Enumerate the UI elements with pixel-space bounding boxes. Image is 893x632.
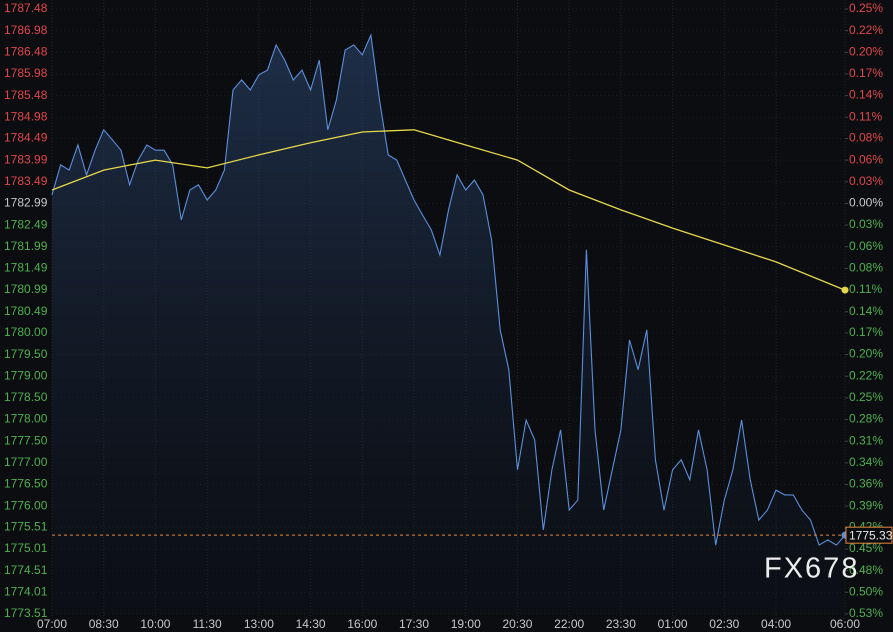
y-tick-label: 1774.51	[4, 563, 48, 577]
x-tick-label: 17:30	[399, 617, 429, 631]
last-price-box	[845, 526, 893, 544]
y-tick-label: 1784.98	[4, 109, 48, 123]
y-tick-label: 1780.00	[4, 325, 48, 339]
y2-tick-label: 0.45%	[849, 541, 883, 555]
line	[51, 32, 846, 546]
y2-tick-label: 0.11%	[849, 282, 882, 296]
y-tick-label: 1774.01	[4, 585, 48, 599]
y-tick-label: 1777.50	[4, 433, 48, 447]
y2-tick-label: 0.31%	[849, 433, 883, 447]
y-tick-label: 1785.98	[4, 66, 48, 80]
y2-tick-label: 0.14%	[849, 304, 883, 318]
y-tick-label: 1775.01	[4, 541, 48, 555]
y-tick-label: 1783.49	[4, 174, 48, 188]
x-tick-label: 06:00	[830, 617, 860, 631]
end-dot	[841, 286, 849, 294]
y2-tick-label: 0.22%	[849, 23, 883, 37]
y2-tick-label: 0.03%	[849, 217, 883, 231]
line	[51, 129, 846, 291]
y-tick-label: 1786.48	[4, 44, 48, 58]
y-tick-label: 1777.00	[4, 455, 48, 469]
x-tick-label: 20:30	[502, 617, 532, 631]
y2-tick-label: 0.36%	[849, 477, 883, 491]
area	[52, 35, 845, 614]
y2-tick-label: 0.00%	[849, 196, 883, 210]
x-tick-label: 08:30	[89, 617, 119, 631]
y-tick-label: 1785.48	[4, 88, 48, 102]
y-tick-label: 1781.49	[4, 261, 48, 275]
y-tick-label: 1779.00	[4, 368, 48, 382]
y-tick-label: 1773.51	[4, 606, 48, 620]
y-tick-label: 1781.99	[4, 239, 48, 253]
x-tick-label: 01:00	[658, 617, 688, 631]
y-tick-label: 1784.49	[4, 131, 48, 145]
x-tick-label: 13:00	[244, 617, 274, 631]
x-tick-label: 16:00	[347, 617, 377, 631]
y2-tick-label: 0.48%	[849, 563, 883, 577]
y-tick-label: 1782.49	[4, 217, 48, 231]
x-tick-label: 23:30	[606, 617, 636, 631]
y2-tick-label: 0.22%	[849, 368, 883, 382]
y2-tick-label: 0.39%	[849, 498, 883, 512]
y2-tick-label: 0.17%	[849, 325, 883, 339]
y-tick-label: 1786.98	[4, 23, 48, 37]
last-price-label: 1775.33	[849, 528, 893, 542]
y2-tick-label: 0.34%	[849, 455, 883, 469]
y-tick-label: 1779.50	[4, 347, 48, 361]
y2-tick-label: 0.25%	[849, 390, 883, 404]
y2-tick-label: 0.25%	[849, 1, 883, 15]
x-tick-label: 19:00	[451, 617, 481, 631]
y2-tick-label: 0.08%	[849, 131, 883, 145]
y2-tick-label: 0.03%	[849, 174, 883, 188]
y-tick-label: 1775.51	[4, 520, 48, 534]
watermark: FX678	[764, 553, 859, 585]
x-tick-label: 02:30	[709, 617, 739, 631]
y-tick-label: 1780.49	[4, 304, 48, 318]
y2-tick-label: 0.53%	[849, 606, 883, 620]
y2-tick-label: 0.20%	[849, 347, 883, 361]
y2-tick-label: 0.06%	[849, 239, 883, 253]
y-tick-label: 1776.00	[4, 498, 48, 512]
y2-tick-label: 0.11%	[849, 109, 882, 123]
y-tick-label: 1776.50	[4, 477, 48, 491]
x-tick-label: 14:30	[296, 617, 326, 631]
y2-tick-label: 0.20%	[849, 44, 883, 58]
y2-tick-label: 0.28%	[849, 412, 883, 426]
x-tick-label: 04:00	[761, 617, 791, 631]
y-tick-label: 1783.99	[4, 152, 48, 166]
y-tick-label: 1778.00	[4, 412, 48, 426]
x-tick-label: 11:30	[193, 617, 222, 631]
x-tick-label: 10:00	[140, 617, 170, 631]
y-tick-label: 1787.48	[4, 1, 48, 15]
y2-tick-label: 0.14%	[849, 88, 883, 102]
y-tick-label: 1782.99	[4, 196, 48, 210]
y2-tick-label: 0.08%	[849, 261, 883, 275]
y-tick-label: 1780.99	[4, 282, 48, 296]
x-tick-label: 07:00	[37, 617, 67, 631]
y2-tick-label: 0.17%	[849, 66, 883, 80]
y2-tick-label: 0.06%	[849, 152, 883, 166]
x-tick-label: 22:00	[554, 617, 584, 631]
y-tick-label: 1778.50	[4, 390, 48, 404]
y2-tick-label: 0.50%	[849, 584, 883, 598]
